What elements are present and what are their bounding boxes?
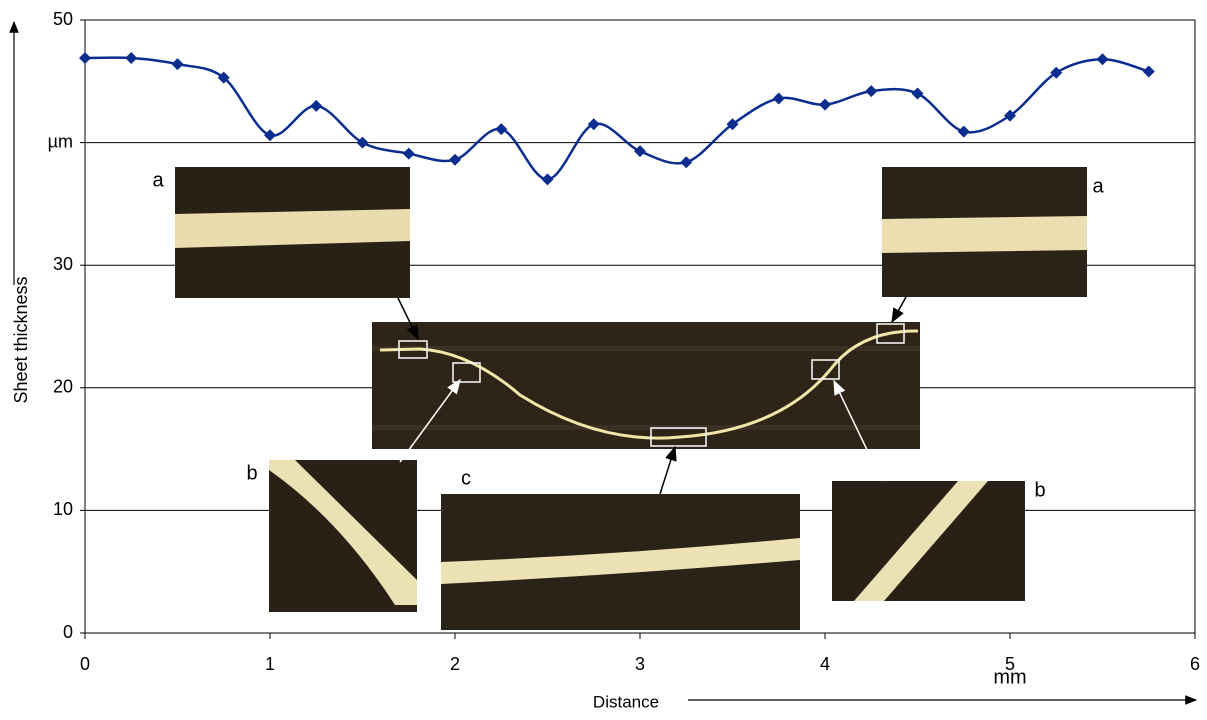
y-tick-label: µm [48, 131, 73, 151]
marker [680, 156, 692, 168]
marker [449, 154, 461, 166]
marker [310, 100, 322, 112]
x-tick-label: 4 [820, 654, 830, 674]
marker [865, 85, 877, 97]
y-axis-title: Sheet thickness [11, 276, 31, 403]
marker [773, 92, 785, 104]
x-tick-label: 2 [450, 654, 460, 674]
chart: Sheet thickness Distance mm 0102030µm500… [0, 0, 1207, 715]
marker [958, 126, 970, 138]
x-tick-label: 0 [80, 654, 90, 674]
marker [495, 123, 507, 135]
marker [264, 129, 276, 141]
marker [172, 58, 184, 70]
marker [1097, 53, 1109, 65]
x-tick-label: 1 [265, 654, 275, 674]
inset-label: c [461, 467, 471, 489]
inset-label: b [1034, 479, 1045, 501]
y-tick-label: 0 [63, 622, 73, 642]
marker [1143, 65, 1155, 77]
marker [79, 52, 91, 64]
marker [819, 99, 831, 111]
y-tick-label: 50 [53, 9, 73, 29]
marker [912, 88, 924, 100]
y-tick-label: 10 [53, 499, 73, 519]
inset-label: a [1092, 175, 1104, 197]
y-tick-label: 30 [53, 254, 73, 274]
inset-label: a [152, 169, 164, 191]
x-axis-title: Distance [593, 692, 659, 711]
x-tick-label: 6 [1190, 654, 1200, 674]
x-tick-label: 3 [635, 654, 645, 674]
marker [542, 173, 554, 185]
micrograph-insets [14, 22, 1196, 700]
inset-label: b [246, 462, 257, 484]
marker [403, 148, 415, 160]
y-tick-label: 20 [53, 377, 73, 397]
marker [125, 52, 137, 64]
x-tick-label: 5 [1005, 654, 1015, 674]
thickness-line [85, 58, 1149, 180]
marker [588, 118, 600, 130]
marker [634, 145, 646, 157]
